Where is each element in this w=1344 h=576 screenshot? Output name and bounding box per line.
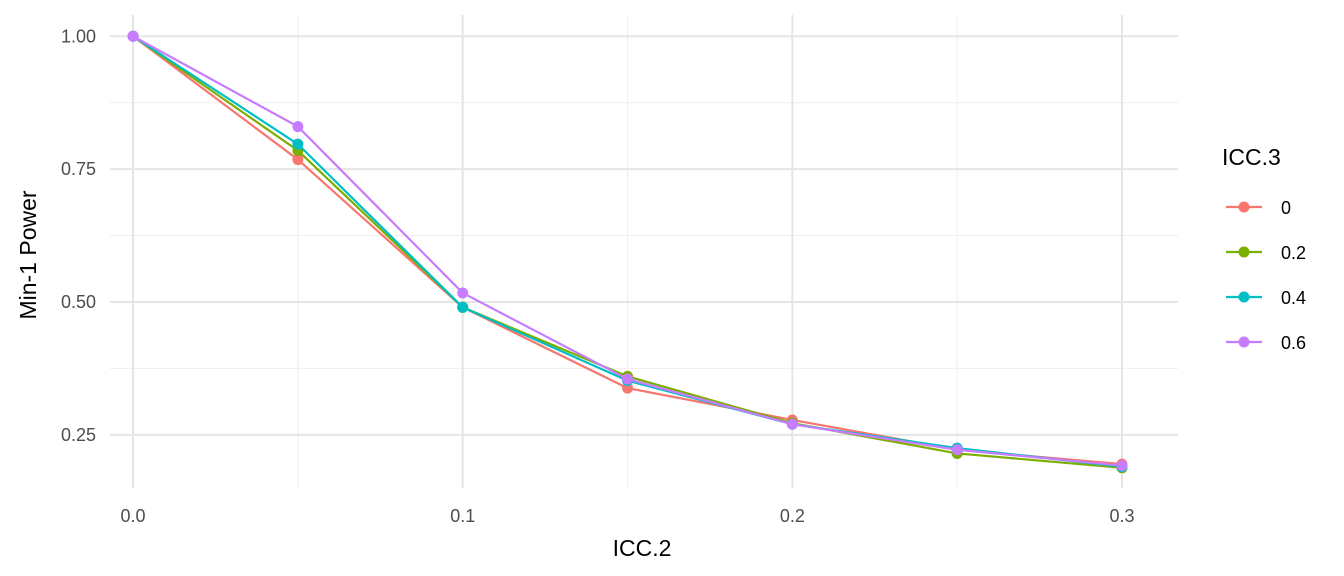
y-axis-title: Min-1 Power [15,190,41,319]
legend-item: 0.6 [1226,333,1306,353]
data-point [127,30,139,42]
data-point [457,287,469,299]
x-axis-ticks: 0.0 0.1 0.2 0.3 [121,506,1135,526]
data-point [292,154,304,166]
x-axis-title: ICC.2 [613,535,672,561]
legend-label: 0.6 [1281,333,1306,353]
data-point [292,138,304,150]
x-tick-label: 0.3 [1109,506,1134,526]
data-point [622,373,634,385]
data-point [1116,460,1128,472]
legend-key-point [1238,201,1250,213]
y-tick-label: 0.50 [61,292,96,312]
grid [110,15,1178,488]
data-point [457,301,469,313]
legend-label: 0.2 [1281,243,1306,263]
x-tick-label: 0.0 [121,506,146,526]
y-tick-label: 0.25 [61,425,96,445]
legend: ICC.3 0 0.2 0.4 0.6 [1222,144,1306,353]
data-point [292,121,304,133]
legend-title: ICC.3 [1222,144,1281,170]
legend-item: 0 [1226,198,1291,218]
y-tick-label: 1.00 [61,26,96,46]
y-axis-ticks: 0.25 0.50 0.75 1.00 [61,26,96,445]
legend-item: 0.2 [1226,243,1306,263]
legend-key-point [1238,291,1250,303]
x-tick-label: 0.1 [450,506,475,526]
series-0-6 [127,30,1128,472]
legend-key-point [1238,336,1250,348]
legend-items: 0 0.2 0.4 0.6 [1226,198,1306,353]
legend-label: 0.4 [1281,288,1306,308]
legend-label: 0 [1281,198,1291,218]
legend-key-point [1238,246,1250,258]
data-point [951,444,963,456]
y-tick-label: 0.75 [61,159,96,179]
data-point [786,418,798,430]
x-tick-label: 0.2 [780,506,805,526]
legend-item: 0.4 [1226,288,1306,308]
series-layer [127,30,1128,474]
